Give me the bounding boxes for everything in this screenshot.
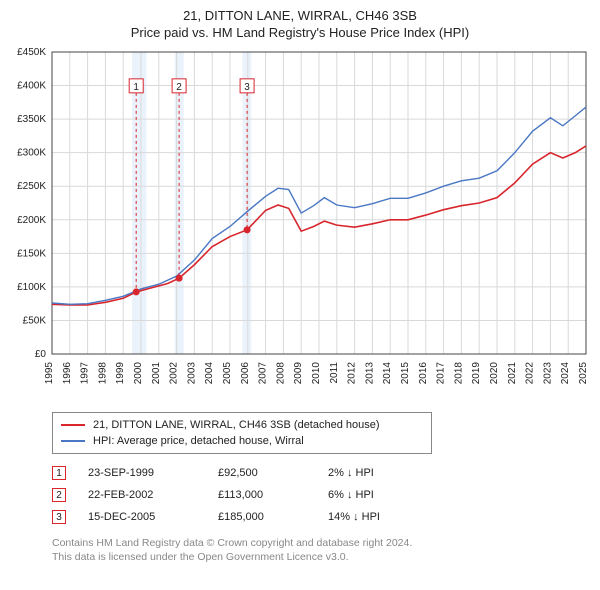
svg-text:2011: 2011: [329, 362, 340, 384]
svg-text:1995: 1995: [44, 362, 55, 385]
legend-label: 21, DITTON LANE, WIRRAL, CH46 3SB (detac…: [93, 419, 380, 431]
legend-item: HPI: Average price, detached house, Wirr…: [61, 433, 423, 449]
svg-text:£300K: £300K: [17, 148, 46, 159]
svg-text:2018: 2018: [453, 362, 464, 385]
svg-text:1997: 1997: [80, 362, 91, 385]
transaction-marker: 1: [52, 466, 66, 480]
svg-text:2024: 2024: [560, 362, 571, 385]
svg-text:£400K: £400K: [17, 81, 46, 92]
svg-text:£350K: £350K: [17, 114, 46, 125]
svg-text:2020: 2020: [489, 362, 500, 385]
svg-text:1999: 1999: [115, 362, 126, 385]
transaction-date: 22-FEB-2002: [88, 489, 218, 501]
transaction-price: £113,000: [218, 489, 328, 501]
transaction-delta: 14% ↓ HPI: [328, 511, 428, 523]
transaction-price: £185,000: [218, 511, 328, 523]
svg-text:£150K: £150K: [17, 248, 46, 259]
svg-text:2014: 2014: [382, 362, 393, 385]
svg-text:2001: 2001: [151, 362, 162, 385]
legend-swatch: [61, 424, 85, 426]
svg-text:2007: 2007: [258, 362, 269, 385]
attribution-line1: Contains HM Land Registry data © Crown c…: [52, 536, 590, 550]
transaction-row: 3 15-DEC-2005£185,00014% ↓ HPI: [52, 506, 590, 528]
transaction-row: 1 23-SEP-1999£92,5002% ↓ HPI: [52, 462, 590, 484]
title-subtitle: Price paid vs. HM Land Registry's House …: [10, 25, 590, 40]
svg-text:2017: 2017: [436, 362, 447, 385]
transaction-table: 1 23-SEP-1999£92,5002% ↓ HPI 2 22-FEB-2002£…: [52, 462, 590, 528]
svg-text:£0: £0: [35, 349, 47, 360]
legend: 21, DITTON LANE, WIRRAL, CH46 3SB (detac…: [52, 412, 432, 454]
transaction-date: 23-SEP-1999: [88, 467, 218, 479]
svg-text:2025: 2025: [578, 362, 589, 385]
svg-text:1: 1: [133, 82, 139, 93]
svg-text:2012: 2012: [347, 362, 358, 385]
legend-label: HPI: Average price, detached house, Wirr…: [93, 435, 304, 447]
svg-text:2: 2: [176, 82, 182, 93]
svg-text:£50K: £50K: [23, 315, 47, 326]
svg-text:£450K: £450K: [17, 47, 46, 58]
svg-text:2004: 2004: [204, 362, 215, 385]
transaction-price: £92,500: [218, 467, 328, 479]
svg-text:£100K: £100K: [17, 282, 46, 293]
transaction-delta: 2% ↓ HPI: [328, 467, 428, 479]
title-block: 21, DITTON LANE, WIRRAL, CH46 3SB Price …: [10, 8, 590, 40]
svg-text:2005: 2005: [222, 362, 233, 385]
svg-text:2016: 2016: [418, 362, 429, 385]
svg-text:2015: 2015: [400, 362, 411, 385]
transaction-marker: 2: [52, 488, 66, 502]
svg-text:2013: 2013: [364, 362, 375, 385]
svg-text:1998: 1998: [97, 362, 108, 385]
svg-text:2003: 2003: [186, 362, 197, 385]
svg-text:2008: 2008: [275, 362, 286, 385]
svg-text:3: 3: [244, 82, 250, 93]
legend-swatch: [61, 440, 85, 442]
transaction-marker: 3: [52, 510, 66, 524]
svg-text:2023: 2023: [542, 362, 553, 385]
transaction-date: 15-DEC-2005: [88, 511, 218, 523]
attribution: Contains HM Land Registry data © Crown c…: [52, 536, 590, 564]
title-address: 21, DITTON LANE, WIRRAL, CH46 3SB: [10, 8, 590, 23]
chart-svg: £0 £50K £100K £150K £200K £250K £300K £350K £400…: [10, 46, 590, 406]
svg-text:2006: 2006: [240, 362, 251, 385]
svg-text:1996: 1996: [62, 362, 73, 385]
svg-text:2022: 2022: [525, 362, 536, 385]
price-chart: £0 £50K £100K £150K £200K £250K £300K £350K £400…: [10, 46, 590, 406]
svg-text:£200K: £200K: [17, 215, 46, 226]
svg-text:2010: 2010: [311, 362, 322, 385]
transaction-row: 2 22-FEB-2002£113,0006% ↓ HPI: [52, 484, 590, 506]
svg-text:2000: 2000: [133, 362, 144, 385]
attribution-line2: This data is licensed under the Open Gov…: [52, 550, 590, 564]
svg-text:2021: 2021: [507, 362, 518, 385]
transaction-delta: 6% ↓ HPI: [328, 489, 428, 501]
legend-item: 21, DITTON LANE, WIRRAL, CH46 3SB (detac…: [61, 417, 423, 433]
svg-text:2009: 2009: [293, 362, 304, 385]
svg-text:2019: 2019: [471, 362, 482, 385]
svg-text:2002: 2002: [169, 362, 180, 385]
svg-text:£250K: £250K: [17, 181, 46, 192]
